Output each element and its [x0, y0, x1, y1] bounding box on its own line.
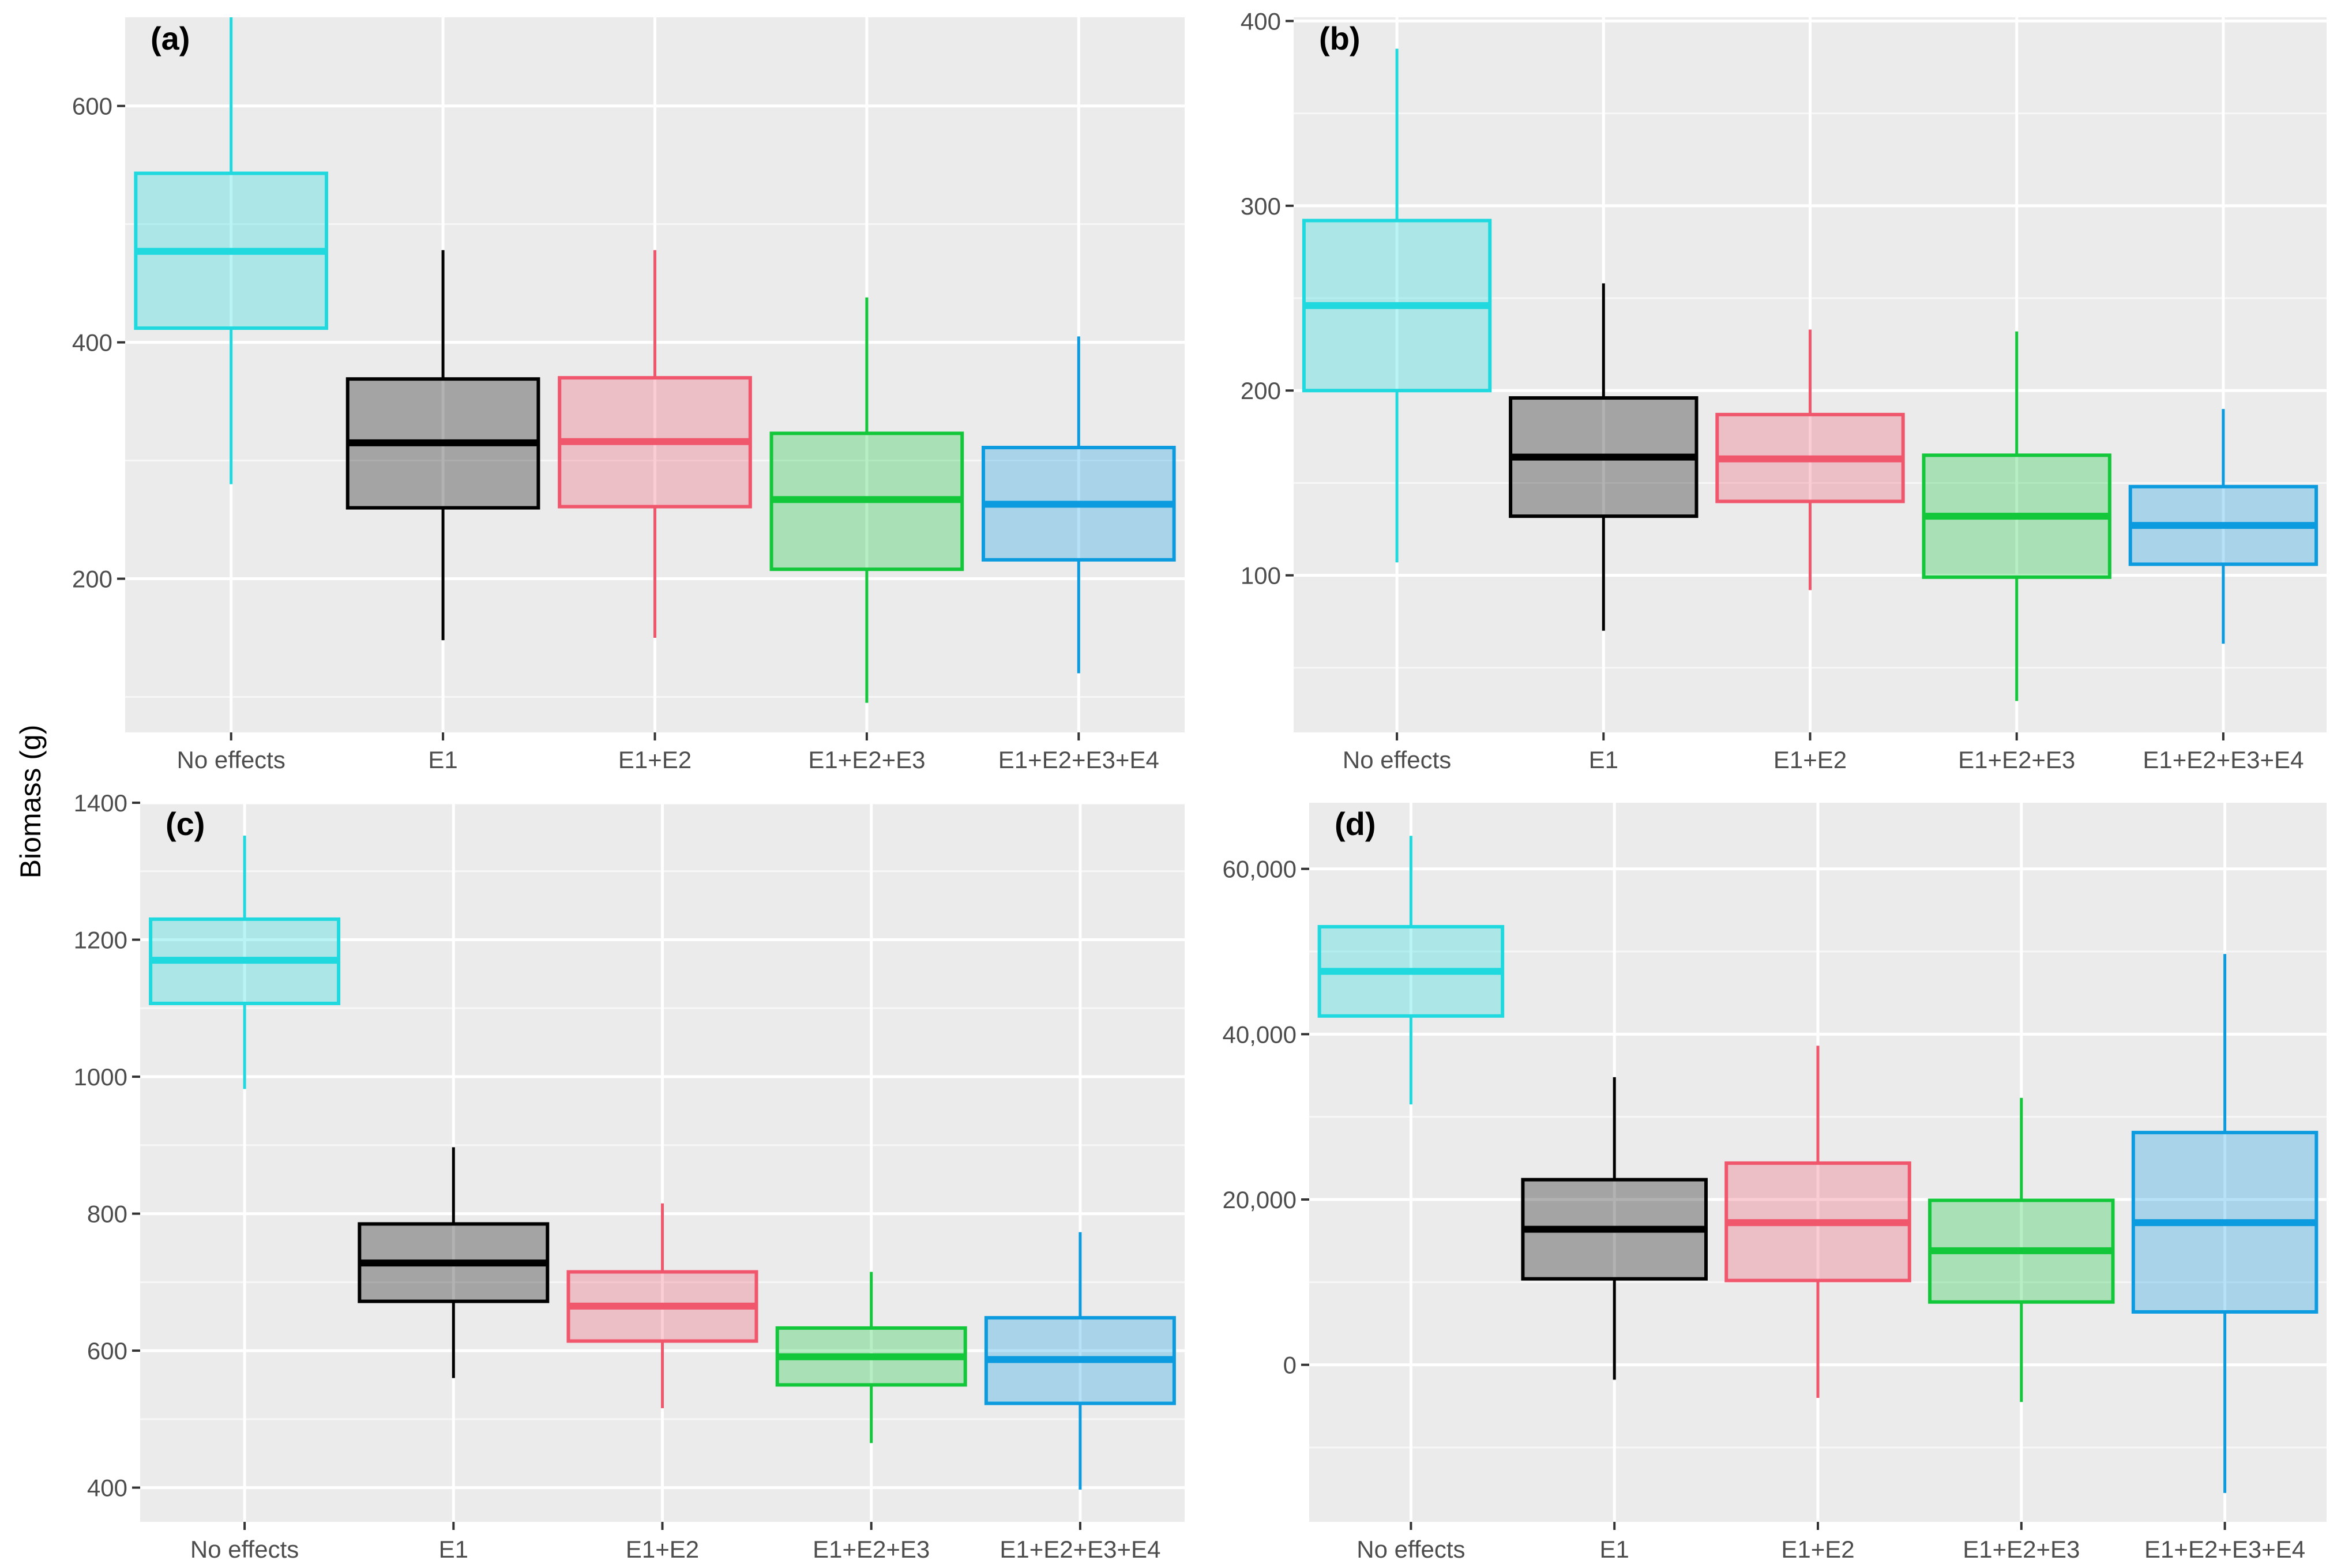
y-tick-label: 0 — [1283, 1352, 1297, 1379]
box-2 — [345, 250, 540, 641]
panel-c: 400 600 800 1000 1200 1400 No effects E1 E1+E2 E1… — [74, 789, 1185, 1563]
x-tick-label: E1+E2+E3+E4 — [999, 1536, 1160, 1563]
x-tick-label: E1+E2+E3+E4 — [2144, 1536, 2305, 1563]
y-tick-label: 40,000 — [1223, 1021, 1297, 1048]
y-tick-label: 800 — [87, 1201, 127, 1228]
x-tick-label: E1+E2 — [1781, 1536, 1854, 1563]
box-5 — [2131, 954, 2319, 1493]
box-1 — [134, 17, 329, 484]
panel-a: 200 400 600 No effects E1 E1+E2 E1+E2+E3 E1+E2+… — [72, 17, 1185, 773]
y-tick-label: 1200 — [74, 927, 127, 954]
x-tick-label: E1 — [428, 746, 457, 773]
x-tick-label: E1+E2+E3+E4 — [2143, 746, 2304, 773]
box-3 — [566, 1203, 758, 1408]
x-tick-label: E1+E2 — [626, 1536, 699, 1563]
y-tick-label: 1400 — [74, 789, 127, 817]
y-tick-label: 600 — [72, 93, 112, 120]
box-1 — [1302, 48, 1492, 563]
box-1 — [1317, 836, 1505, 1105]
y-tick-label: 100 — [1241, 562, 1281, 589]
box-2 — [358, 1147, 550, 1378]
panel-tag: (b) — [1319, 20, 1361, 57]
y-tick-label: 300 — [1241, 193, 1281, 220]
x-tick-label: E1+E2+E3 — [1963, 1536, 2080, 1563]
panel-b: 100 200 300 400 No effects E1 E1+E2 E1+E2+E3 E1+… — [1241, 7, 2327, 773]
box-4 — [769, 297, 964, 703]
y-tick-label: 1000 — [74, 1063, 127, 1091]
y-tick-label: 400 — [87, 1475, 127, 1502]
y-tick-label: 600 — [87, 1337, 127, 1364]
panel-tag: (d) — [1335, 806, 1376, 842]
y-tick-label: 200 — [1241, 377, 1281, 404]
y-tick-label: 400 — [1241, 7, 1281, 35]
box-3 — [558, 250, 752, 638]
x-tick-label: No effects — [1356, 1536, 1465, 1563]
x-tick-label: E1+E2 — [618, 746, 692, 773]
y-tick-label: 60,000 — [1223, 856, 1297, 883]
panel-d: 0 20,000 40,000 60,000 No effects E1 E1+E2 E1+E… — [1223, 803, 2327, 1563]
x-tick-label: E1 — [1600, 1536, 1629, 1563]
y-tick-label: 200 — [72, 566, 112, 593]
box-5 — [981, 336, 1176, 674]
x-tick-label: No effects — [177, 746, 285, 773]
x-tick-label: E1+E2+E3 — [1958, 746, 2075, 773]
x-tick-label: E1+E2+E3 — [813, 1536, 930, 1563]
y-tick-label: 400 — [72, 329, 112, 356]
y-tick-label: 20,000 — [1223, 1186, 1297, 1213]
box-1 — [149, 836, 341, 1089]
x-tick-label: E1 — [1589, 746, 1618, 773]
box-2 — [1521, 1077, 1708, 1380]
box-3 — [1715, 329, 1905, 591]
x-tick-label: E1+E2+E3 — [808, 746, 925, 773]
panel-tag: (c) — [166, 806, 205, 842]
shared-y-axis-label: Biomass (g) — [14, 725, 47, 879]
box-3 — [1724, 1046, 1911, 1398]
x-tick-label: E1 — [439, 1536, 468, 1563]
x-tick-label: No effects — [190, 1536, 299, 1563]
box-4 — [1928, 1097, 2115, 1402]
x-tick-label: E1+E2+E3+E4 — [998, 746, 1159, 773]
box-4 — [775, 1272, 967, 1443]
box-5 — [984, 1232, 1176, 1490]
box-4 — [1922, 331, 2111, 701]
x-tick-label: E1+E2 — [1773, 746, 1847, 773]
box-5 — [2128, 409, 2319, 644]
x-tick-label: No effects — [1343, 746, 1451, 773]
box-2 — [1509, 283, 1699, 631]
panel-tag: (a) — [151, 20, 190, 57]
